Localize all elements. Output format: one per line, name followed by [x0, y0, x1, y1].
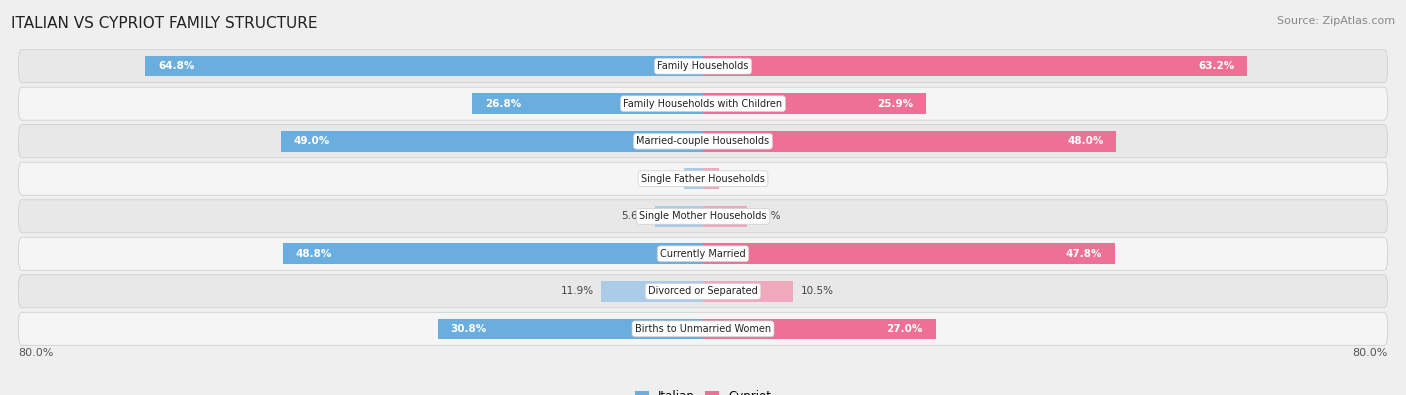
Text: 27.0%: 27.0%: [886, 324, 922, 334]
Bar: [703, 243, 1115, 264]
Bar: [703, 93, 927, 114]
Text: Divorced or Separated: Divorced or Separated: [648, 286, 758, 296]
Text: 80.0%: 80.0%: [18, 348, 53, 357]
Bar: [703, 168, 718, 189]
FancyBboxPatch shape: [18, 125, 1388, 158]
Text: 47.8%: 47.8%: [1066, 249, 1102, 259]
FancyBboxPatch shape: [18, 87, 1388, 120]
Text: 48.0%: 48.0%: [1067, 136, 1104, 146]
Text: Family Households with Children: Family Households with Children: [623, 99, 783, 109]
Text: 64.8%: 64.8%: [157, 61, 194, 71]
FancyBboxPatch shape: [18, 275, 1388, 308]
Text: 26.8%: 26.8%: [485, 99, 522, 109]
Text: 80.0%: 80.0%: [1353, 348, 1388, 357]
Text: 2.2%: 2.2%: [651, 174, 678, 184]
Text: Single Father Households: Single Father Households: [641, 174, 765, 184]
FancyBboxPatch shape: [18, 162, 1388, 195]
Bar: [472, 93, 703, 114]
Bar: [600, 281, 703, 302]
Text: Family Households: Family Households: [658, 61, 748, 71]
Text: ITALIAN VS CYPRIOT FAMILY STRUCTURE: ITALIAN VS CYPRIOT FAMILY STRUCTURE: [11, 16, 318, 31]
Text: 63.2%: 63.2%: [1198, 61, 1234, 71]
FancyBboxPatch shape: [18, 237, 1388, 270]
Text: 10.5%: 10.5%: [800, 286, 834, 296]
Bar: [703, 56, 1247, 77]
Bar: [703, 281, 793, 302]
Text: 5.6%: 5.6%: [621, 211, 648, 221]
Bar: [281, 131, 703, 152]
FancyBboxPatch shape: [18, 312, 1388, 345]
Bar: [145, 56, 703, 77]
FancyBboxPatch shape: [18, 200, 1388, 233]
Bar: [703, 131, 1116, 152]
Bar: [655, 206, 703, 227]
Bar: [685, 168, 703, 189]
Text: Single Mother Households: Single Mother Households: [640, 211, 766, 221]
Bar: [283, 243, 703, 264]
Text: 30.8%: 30.8%: [451, 324, 486, 334]
Text: 49.0%: 49.0%: [294, 136, 330, 146]
Bar: [437, 318, 703, 339]
Text: Married-couple Households: Married-couple Households: [637, 136, 769, 146]
Text: 1.8%: 1.8%: [725, 174, 752, 184]
Text: Births to Unmarried Women: Births to Unmarried Women: [636, 324, 770, 334]
Legend: Italian, Cypriot: Italian, Cypriot: [630, 385, 776, 395]
Text: 25.9%: 25.9%: [877, 99, 912, 109]
Text: Currently Married: Currently Married: [661, 249, 745, 259]
FancyBboxPatch shape: [18, 50, 1388, 83]
Text: 5.1%: 5.1%: [754, 211, 780, 221]
Bar: [703, 206, 747, 227]
Text: 11.9%: 11.9%: [561, 286, 593, 296]
Text: Source: ZipAtlas.com: Source: ZipAtlas.com: [1277, 16, 1395, 26]
Bar: [703, 318, 935, 339]
Text: 48.8%: 48.8%: [295, 249, 332, 259]
